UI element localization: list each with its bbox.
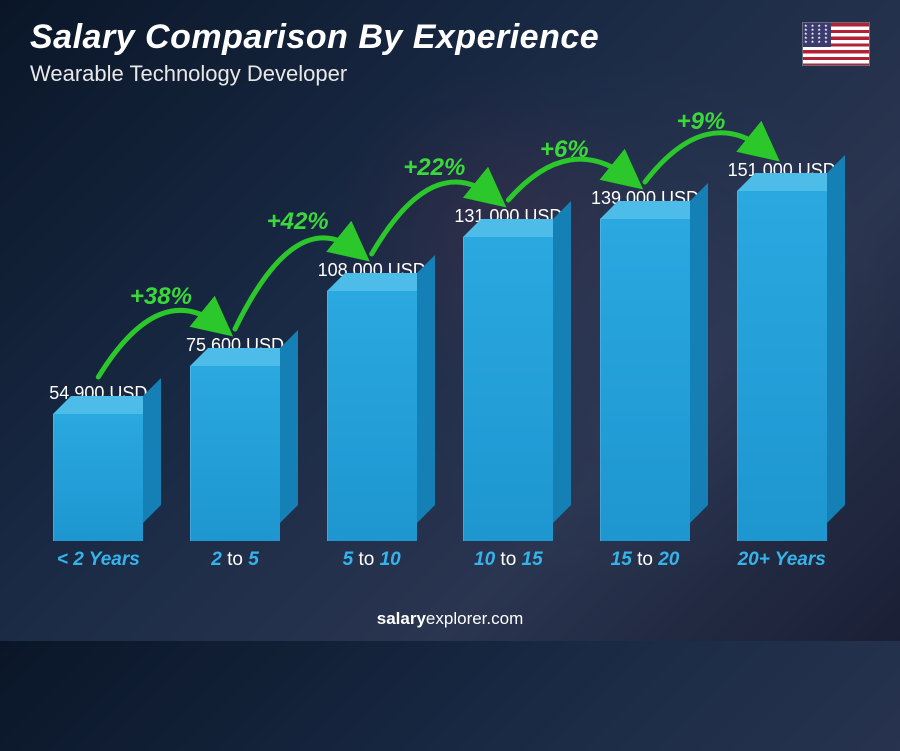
footer-brand-rest: explorer.com xyxy=(426,609,523,628)
header: Salary Comparison By Experience Wearable… xyxy=(30,18,599,87)
us-flag-icon: ★ ★ ★ ★★ ★ ★ ★★ ★ ★ ★★ ★ ★ ★★ ★ ★ ★ xyxy=(802,22,870,66)
category-label: 15 to 20 xyxy=(577,549,714,571)
bar xyxy=(463,237,553,541)
bar-slot: 75,600 USD xyxy=(167,335,304,541)
footer-brand: salaryexplorer.com xyxy=(0,609,900,629)
category-label: 2 to 5 xyxy=(167,549,304,571)
chart-area: 54,900 USD75,600 USD108,000 USD131,000 U… xyxy=(30,110,850,571)
bar-slot: 151,000 USD xyxy=(713,160,850,541)
bar xyxy=(327,291,417,541)
bar-slot: 54,900 USD xyxy=(30,383,167,541)
categories-container: < 2 Years2 to 55 to 1010 to 1515 to 2020… xyxy=(30,549,850,571)
bar xyxy=(53,414,143,541)
chart-title: Salary Comparison By Experience xyxy=(30,18,599,57)
bar xyxy=(600,219,690,541)
bars-container: 54,900 USD75,600 USD108,000 USD131,000 U… xyxy=(30,111,850,541)
footer-brand-bold: salary xyxy=(377,609,426,628)
chart-subtitle: Wearable Technology Developer xyxy=(30,61,599,87)
bar xyxy=(737,191,827,541)
category-label: < 2 Years xyxy=(30,549,167,571)
bar-slot: 108,000 USD xyxy=(303,260,440,541)
bar-slot: 131,000 USD xyxy=(440,206,577,541)
bar xyxy=(190,366,280,541)
category-label: 10 to 15 xyxy=(440,549,577,571)
category-label: 20+ Years xyxy=(713,549,850,571)
category-label: 5 to 10 xyxy=(303,549,440,571)
bar-slot: 139,000 USD xyxy=(577,188,714,541)
